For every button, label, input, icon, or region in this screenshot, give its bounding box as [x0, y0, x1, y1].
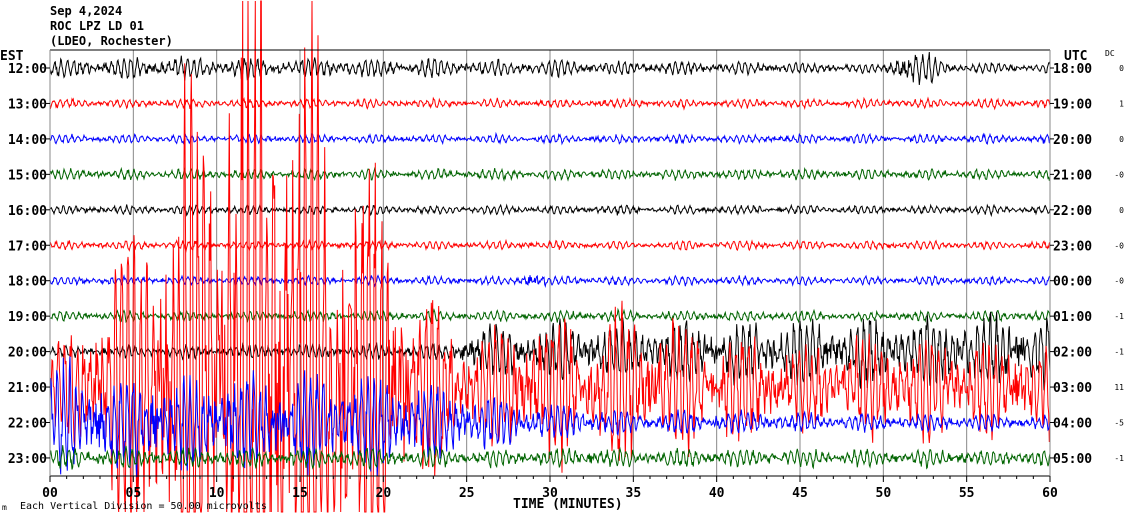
dc-value: 11	[1114, 383, 1124, 392]
utc-label: 01:00	[1053, 310, 1092, 325]
traces	[49, 0, 1051, 513]
header-date: Sep 4,2024	[50, 4, 122, 18]
x-tick-label: 55	[959, 486, 975, 501]
utc-label: 05:00	[1053, 452, 1092, 467]
corner-mark: m	[2, 503, 7, 512]
dc-title: DC	[1105, 49, 1115, 58]
x-axis-label: TIME (MINUTES)	[513, 497, 623, 512]
x-tick-label: 30	[542, 486, 558, 501]
est-label: 19:00	[8, 310, 47, 325]
dc-value: -0	[1114, 241, 1124, 250]
trace-1300	[49, 96, 1051, 111]
x-tick-label: 40	[709, 486, 725, 501]
utc-label: 20:00	[1053, 133, 1092, 148]
dc-value: -1	[1114, 312, 1124, 321]
dc-value: 0	[1119, 135, 1124, 144]
header-network: (LDEO, Rochester)	[50, 34, 173, 48]
utc-label: 23:00	[1053, 239, 1092, 254]
utc-label: 03:00	[1053, 381, 1092, 396]
utc-label: 02:00	[1053, 346, 1092, 361]
dc-value: 0	[1119, 206, 1124, 215]
x-tick-label: 00	[42, 486, 58, 501]
est-label: 12:00	[8, 62, 47, 77]
x-tick-label: 05	[126, 486, 142, 501]
x-tick-label: 25	[459, 486, 475, 501]
est-label: 15:00	[8, 168, 47, 183]
est-label: 22:00	[8, 417, 47, 432]
trace-2200	[49, 356, 1051, 478]
trace-1600	[49, 203, 1051, 218]
utc-axis-title: UTC	[1064, 49, 1087, 64]
est-axis-title: EST	[0, 49, 24, 64]
x-tick-label: 10	[209, 486, 225, 501]
dc-value: -5	[1114, 419, 1124, 428]
x-tick-label: 45	[792, 486, 808, 501]
trace-1500	[49, 166, 1051, 182]
trace-2100	[49, 0, 1051, 513]
est-label: 17:00	[8, 239, 47, 254]
dc-value: -1	[1114, 454, 1124, 463]
x-tick-label: 20	[376, 486, 392, 501]
trace-1200	[49, 51, 1051, 86]
dc-value: 0	[1119, 64, 1124, 73]
utc-label: 18:00	[1053, 62, 1092, 77]
dc-value: -1	[1114, 348, 1124, 357]
est-label: 13:00	[8, 97, 47, 112]
dc-value: -0	[1114, 170, 1124, 179]
x-tick-label: 60	[1042, 486, 1058, 501]
trace-1400	[49, 131, 1051, 146]
utc-label: 22:00	[1053, 204, 1092, 219]
x-tick-label: 35	[626, 486, 642, 501]
utc-label: 21:00	[1053, 168, 1092, 183]
trace-2300	[49, 445, 1051, 470]
utc-label: 19:00	[1053, 97, 1092, 112]
est-label: 20:00	[8, 346, 47, 361]
est-label: 18:00	[8, 275, 47, 290]
dc-value: -0	[1114, 277, 1124, 286]
dc-value: 1	[1119, 99, 1124, 108]
utc-label: 00:00	[1053, 275, 1092, 290]
est-label: 16:00	[8, 204, 47, 219]
est-label: 23:00	[8, 452, 47, 467]
x-tick-label: 15	[292, 486, 308, 501]
utc-label: 04:00	[1053, 417, 1092, 432]
est-label: 21:00	[8, 381, 47, 396]
row-labels: 12:00 18:00 0 13:00 19:00 1 14:00 20:00 0 15:00 21…	[8, 62, 1124, 467]
est-label: 14:00	[8, 133, 47, 148]
trace-1700	[49, 238, 1051, 253]
trace-1800	[49, 274, 1051, 288]
x-tick-label: 50	[876, 486, 892, 501]
x-axis-ticks: 00 05 10 15 20 25 30 35 40 45 50 55 60	[42, 476, 1058, 501]
header-station: ROC LPZ LD 01	[50, 19, 144, 33]
scale-note: Each Vertical Division = 50.00 microvolt…	[20, 501, 267, 512]
